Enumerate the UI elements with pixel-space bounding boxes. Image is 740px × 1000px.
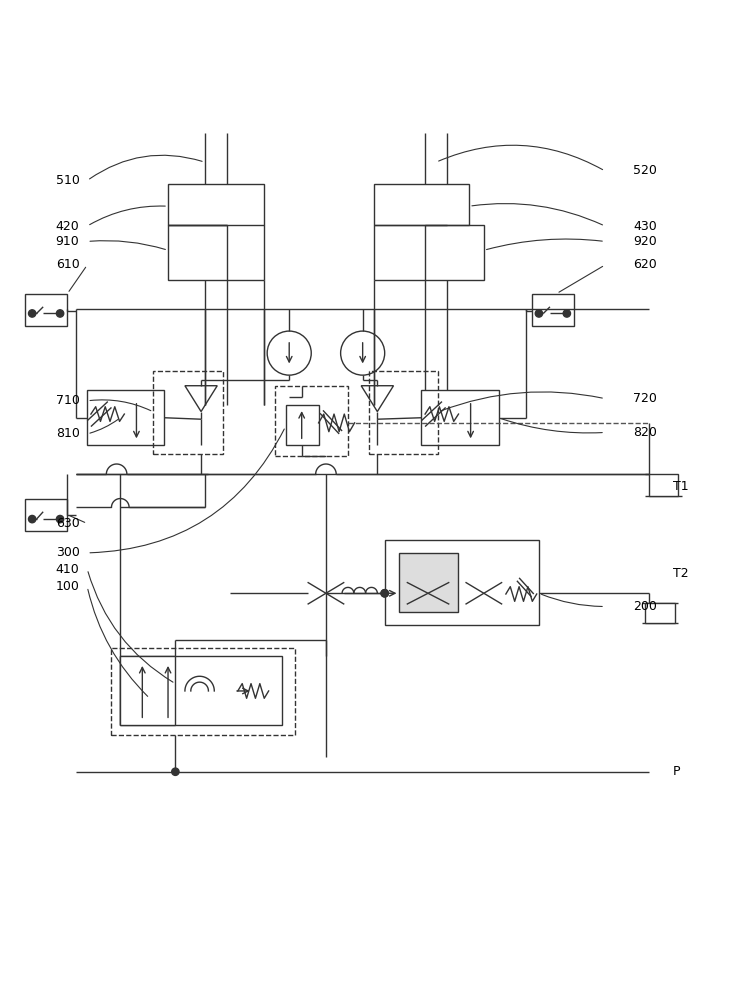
Text: 520: 520 [633,164,657,177]
Bar [121,656,175,725]
Text: 630: 630 [56,517,79,530]
Bar [385,540,539,625]
Bar [87,390,164,445]
Text: 810: 810 [56,427,79,440]
Text: P: P [673,765,680,778]
Text: 620: 620 [633,258,656,271]
Text: 300: 300 [56,546,79,559]
Text: 720: 720 [633,392,657,405]
Circle shape [56,310,64,317]
Circle shape [172,768,179,775]
Bar [168,184,263,225]
Bar [168,225,226,280]
Bar [374,184,469,225]
Bar [369,371,438,454]
Text: 820: 820 [633,426,657,439]
Circle shape [28,515,36,523]
Bar [25,499,67,531]
Circle shape [28,310,36,317]
Bar [645,603,675,623]
Text: 920: 920 [633,235,656,248]
Text: 410: 410 [56,563,79,576]
Bar [112,648,295,735]
Bar [121,656,282,725]
Bar [286,405,319,445]
Text: 510: 510 [56,174,79,187]
Circle shape [563,310,571,317]
Bar [421,390,499,445]
Text: 100: 100 [56,580,79,593]
Circle shape [381,590,389,597]
Bar [275,386,348,456]
Text: 200: 200 [633,600,657,613]
Bar [400,553,458,612]
Text: 710: 710 [56,394,79,407]
Circle shape [56,515,64,523]
Text: 910: 910 [56,235,79,248]
Text: 610: 610 [56,258,79,271]
Bar [649,474,679,496]
Text: T1: T1 [673,480,688,493]
Text: 420: 420 [56,220,79,233]
Circle shape [381,590,389,597]
Bar [25,294,67,326]
Bar [425,225,484,280]
Text: 430: 430 [633,220,656,233]
Bar [153,371,223,454]
Text: T2: T2 [673,567,688,580]
Bar [531,294,574,326]
Circle shape [535,310,542,317]
